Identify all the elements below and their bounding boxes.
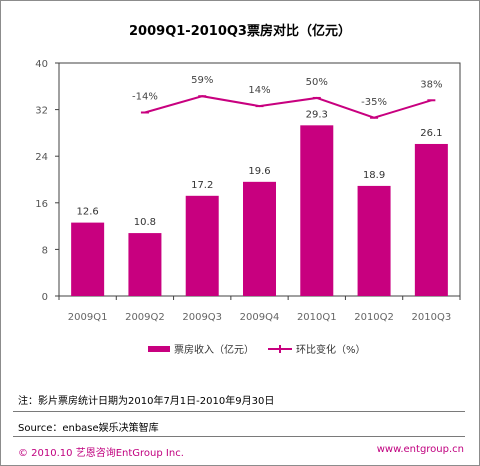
bar: [243, 181, 276, 296]
bar-label: 18.9: [363, 170, 385, 181]
bar-label: 17.2: [191, 180, 213, 191]
bar-label: 10.8: [134, 217, 156, 228]
bar: [185, 195, 219, 296]
line-label: -14%: [132, 92, 158, 103]
chart-title: 2009Q1-2010Q3票房对比（亿元）: [129, 24, 351, 39]
bar-label: 29.3: [306, 109, 328, 120]
y-tick-label: 32: [35, 106, 48, 117]
line-label: 38%: [420, 79, 442, 90]
source-line: Source：enbase娱乐决策智库: [18, 423, 159, 434]
footnote: 注：影片票房统计日期为2010年7月1日-2010年9月30日: [18, 396, 275, 407]
y-tick-label: 24: [35, 152, 48, 163]
y-tick-label: 16: [35, 199, 48, 210]
y-tick-label: 40: [35, 59, 48, 70]
bar: [300, 125, 334, 296]
x-tick-label: 2009Q1: [68, 312, 108, 323]
line-label: 50%: [306, 77, 328, 88]
legend-bar-label: 票房收入（亿元）: [174, 343, 254, 356]
bar: [414, 143, 448, 296]
x-tick-label: 2010Q2: [354, 312, 394, 323]
copyright: © 2010.10 艺恩咨询EntGroup Inc.: [18, 448, 184, 459]
line-label: 59%: [191, 75, 213, 86]
legend-bar-swatch: [148, 346, 170, 352]
bar: [128, 233, 162, 296]
y-tick-label: 0: [42, 292, 48, 303]
bar-label: 12.6: [77, 207, 99, 218]
bar: [71, 222, 105, 296]
divider: [13, 411, 465, 412]
bar-label: 26.1: [420, 128, 442, 139]
line-label: 14%: [248, 85, 270, 96]
y-tick-label: 8: [42, 245, 48, 256]
x-tick-label: 2010Q1: [297, 312, 337, 323]
x-tick-label: 2010Q3: [412, 312, 452, 323]
line-label: -35%: [361, 97, 387, 108]
divider: [13, 436, 465, 437]
series-line: [144, 95, 432, 119]
x-tick-label: 2009Q3: [182, 312, 222, 323]
x-tick-label: 2009Q2: [125, 312, 165, 323]
bar: [357, 185, 391, 296]
website-link[interactable]: www.entgroup.cn: [376, 444, 464, 455]
x-tick-label: 2009Q4: [240, 312, 280, 323]
bar-label: 19.6: [248, 166, 270, 177]
legend-line-label: 环比变化（%）: [296, 343, 366, 356]
